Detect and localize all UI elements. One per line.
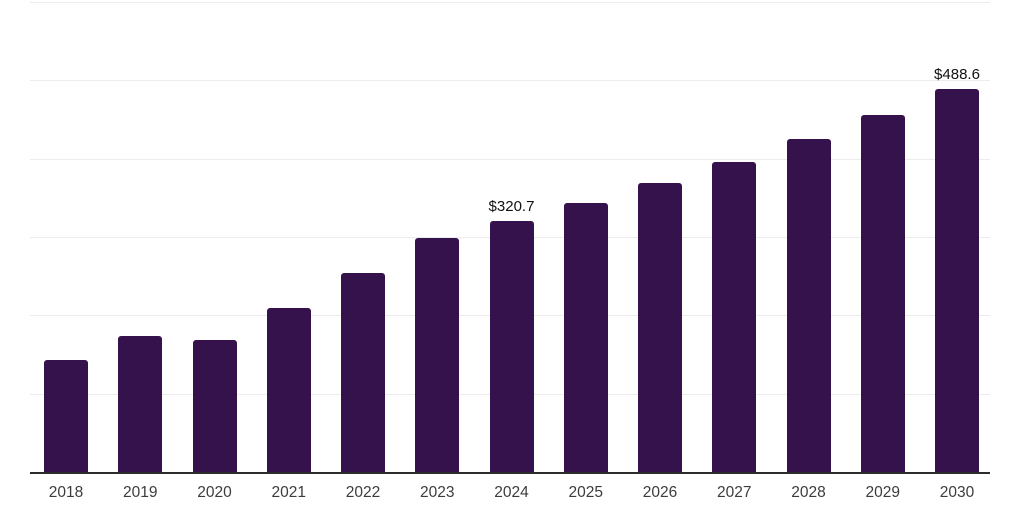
x-tick-label-2026: 2026 <box>642 484 678 501</box>
bar-2023 <box>415 237 460 472</box>
bar-2026 <box>638 182 682 472</box>
bar-2025 <box>563 202 608 472</box>
gridline <box>30 2 990 3</box>
bar-2027 <box>712 161 757 472</box>
x-tick-label-2022: 2022 <box>345 484 381 501</box>
x-axis: 2018 2019 2020 2021 2022 2023 2024 2025 2026 2027… <box>30 484 990 506</box>
x-tick-label-2019: 2019 <box>123 484 158 501</box>
bar-2018 <box>44 359 88 472</box>
bar-2024 <box>489 220 534 472</box>
x-tick-label-2024: 2024 <box>494 484 529 501</box>
plot-area: $320.7 $488.6 <box>30 2 990 474</box>
gridline <box>30 158 990 160</box>
x-tick-label-2030: 2030 <box>939 484 975 501</box>
bar-2028 <box>786 139 831 472</box>
x-tick-label-2018: 2018 <box>48 484 84 501</box>
x-tick-label-2028: 2028 <box>791 484 826 501</box>
x-tick-label-2025: 2025 <box>568 484 603 501</box>
x-tick-label-2023: 2023 <box>420 484 455 501</box>
data-label-2030: $488.6 <box>934 66 980 84</box>
x-tick-label-2029: 2029 <box>865 484 900 501</box>
bar-2019 <box>118 335 163 472</box>
x-tick-label-2027: 2027 <box>717 484 752 501</box>
x-tick-label-2021: 2021 <box>271 484 306 501</box>
bar-2022 <box>341 273 385 472</box>
bar-2021 <box>266 307 311 472</box>
x-tick-label-2020: 2020 <box>197 484 232 501</box>
bar-2029 <box>860 114 905 472</box>
data-label-2024: $320.7 <box>488 197 535 215</box>
bar-2030 <box>935 89 979 472</box>
gridline <box>30 80 990 82</box>
bar-2020 <box>192 340 237 472</box>
